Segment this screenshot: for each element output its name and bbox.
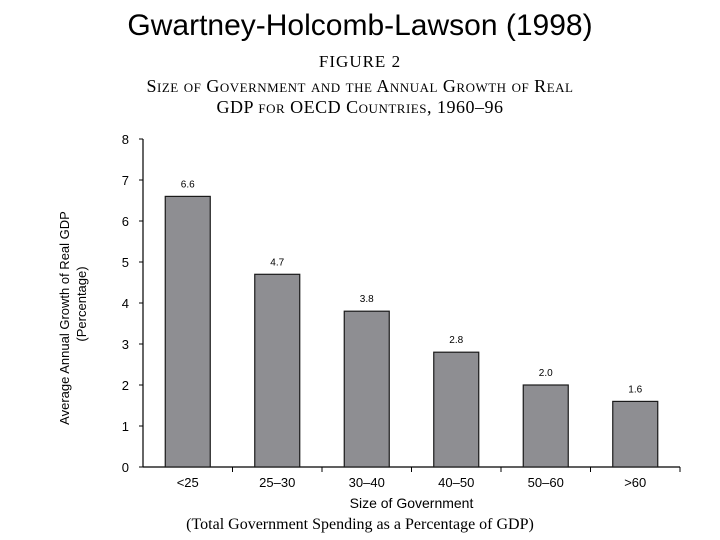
y-tick-label: 7 bbox=[122, 173, 129, 188]
y-axis-label-line-2: (Percentage) bbox=[74, 266, 89, 341]
x-tick-label: 25–30 bbox=[259, 475, 295, 490]
y-tick-label: 3 bbox=[122, 337, 129, 352]
data-label: 1.6 bbox=[628, 384, 642, 395]
bar-5 bbox=[522, 384, 569, 468]
bar-4 bbox=[433, 351, 480, 468]
x-axis-label: Size of Government bbox=[350, 495, 474, 511]
figure-title-line-1: Size of Government and the Annual Growth… bbox=[146, 76, 574, 96]
data-label: 2.0 bbox=[539, 368, 553, 379]
x-tick-label: <25 bbox=[177, 475, 199, 490]
data-label: 3.8 bbox=[360, 294, 374, 305]
data-label: 2.8 bbox=[449, 335, 463, 346]
y-tick-label: 5 bbox=[122, 255, 129, 270]
figure-footnote: (Total Government Spending as a Percenta… bbox=[186, 516, 534, 533]
y-tick-label: 8 bbox=[122, 132, 129, 147]
x-tick-label: 30–40 bbox=[349, 475, 385, 490]
bar-3 bbox=[343, 310, 390, 468]
y-tick-label: 6 bbox=[122, 214, 129, 229]
y-tick-label: 0 bbox=[122, 460, 129, 475]
figure-label: FIGURE 2 bbox=[318, 52, 402, 71]
bar-1 bbox=[164, 195, 211, 468]
bar-2 bbox=[254, 273, 301, 468]
y-tick-label: 4 bbox=[122, 296, 129, 311]
bar-6 bbox=[612, 400, 659, 468]
y-tick-label: 1 bbox=[122, 419, 129, 434]
data-label: 6.6 bbox=[181, 179, 195, 190]
x-tick-label: >60 bbox=[624, 475, 646, 490]
figure-title: Size of Government and the Annual Growth… bbox=[60, 76, 660, 118]
x-tick-label: 40–50 bbox=[438, 475, 474, 490]
slide-title: Gwartney-Holcomb-Lawson (1998) bbox=[127, 9, 593, 42]
figure-title-line-2: GDP for OECD Countries, 1960–96 bbox=[216, 97, 504, 117]
y-axis-label-line-1: Average Annual Growth of Real GDP bbox=[57, 211, 72, 425]
y-tick-label: 2 bbox=[122, 378, 129, 393]
x-tick-label: 50–60 bbox=[528, 475, 564, 490]
data-label: 4.7 bbox=[270, 257, 284, 268]
